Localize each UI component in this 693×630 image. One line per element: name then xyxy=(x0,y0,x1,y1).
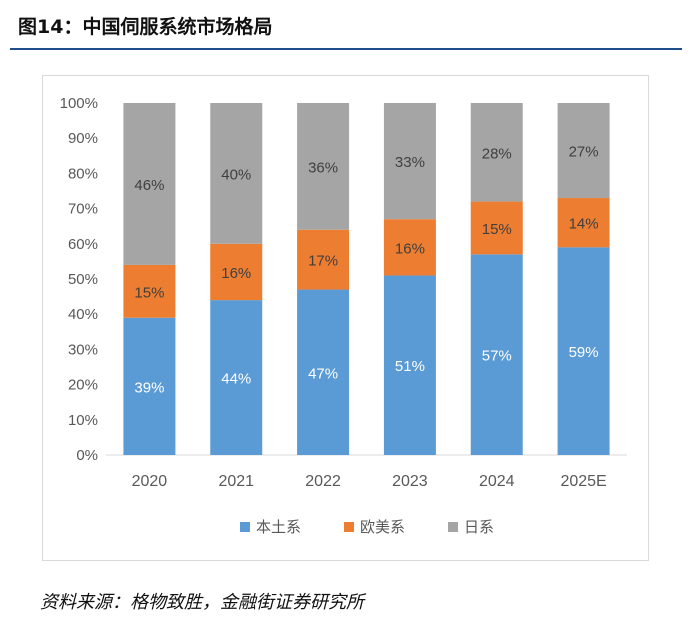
stacked-bar-chart: 0% 10% 20% 30% 40% 50% 60% 70% 80% 90% 100% 39% 15% 4… xyxy=(60,95,627,536)
bar-segment-欧美系 xyxy=(557,198,610,248)
x-tick-label: 2024 xyxy=(479,473,515,490)
y-tick-label: 20% xyxy=(68,377,98,394)
bar-segment-日系 xyxy=(210,103,263,244)
y-tick-label: 90% xyxy=(68,130,98,147)
data-label: 28% xyxy=(482,145,512,162)
bar-segment-日系 xyxy=(470,103,523,202)
x-tick-label: 2020 xyxy=(132,473,168,490)
bar-segment-欧美系 xyxy=(383,219,436,276)
data-label: 39% xyxy=(134,379,164,396)
data-label: 16% xyxy=(221,265,251,282)
legend-swatch xyxy=(240,522,250,532)
legend-label: 日系 xyxy=(464,518,494,536)
x-tick-label: 2022 xyxy=(305,473,341,490)
y-tick-label: 30% xyxy=(68,341,98,358)
figure-title: 图14：中国伺服系统市场格局 xyxy=(18,16,273,38)
y-tick-label: 40% xyxy=(68,306,98,323)
data-label: 47% xyxy=(308,365,338,382)
x-tick-label: 2025E xyxy=(560,473,606,490)
bar-segment-欧美系 xyxy=(470,201,523,255)
bar-segment-欧美系 xyxy=(297,229,350,290)
source-note: 资料来源：格物致胜，金融街证券研究所 xyxy=(40,592,364,613)
x-tick-label: 2023 xyxy=(392,473,428,490)
y-tick-label: 100% xyxy=(60,95,98,112)
data-label: 59% xyxy=(569,344,599,361)
bar-segment-日系 xyxy=(557,103,610,199)
data-label: 36% xyxy=(308,159,338,176)
y-tick-label: 80% xyxy=(68,165,98,182)
bar-segment-本土系 xyxy=(383,275,436,455)
legend-swatch xyxy=(344,522,354,532)
y-tick-label: 70% xyxy=(68,201,98,218)
legend-label: 本土系 xyxy=(256,518,301,536)
bar-segment-日系 xyxy=(297,103,350,230)
bar-segment-本土系 xyxy=(470,254,523,455)
x-tick-label: 2021 xyxy=(218,473,254,490)
bar-segment-日系 xyxy=(123,103,176,265)
data-label: 46% xyxy=(134,177,164,194)
data-label: 44% xyxy=(221,371,251,388)
data-label: 27% xyxy=(569,144,599,161)
y-tick-label: 50% xyxy=(68,271,98,288)
data-label: 51% xyxy=(395,358,425,375)
data-label: 15% xyxy=(482,221,512,238)
data-label: 57% xyxy=(482,348,512,365)
data-label: 16% xyxy=(395,240,425,257)
data-label: 15% xyxy=(134,284,164,301)
y-tick-label: 10% xyxy=(68,412,98,429)
data-label: 40% xyxy=(221,166,251,183)
bar-segment-本土系 xyxy=(557,247,610,455)
bar-segment-日系 xyxy=(383,103,436,220)
y-tick-label: 0% xyxy=(76,447,98,464)
bar-segment-本土系 xyxy=(297,289,350,455)
bar-segment-欧美系 xyxy=(210,243,263,301)
title-divider xyxy=(10,48,682,50)
data-label: 17% xyxy=(308,253,338,270)
legend-label: 欧美系 xyxy=(360,518,405,536)
data-label: 33% xyxy=(395,154,425,171)
bar-segment-欧美系 xyxy=(123,264,176,318)
y-tick-label: 60% xyxy=(68,236,98,253)
data-label: 14% xyxy=(569,216,599,233)
legend-swatch xyxy=(448,522,458,532)
bar-segment-本土系 xyxy=(123,317,176,455)
bar-segment-本土系 xyxy=(210,300,263,455)
